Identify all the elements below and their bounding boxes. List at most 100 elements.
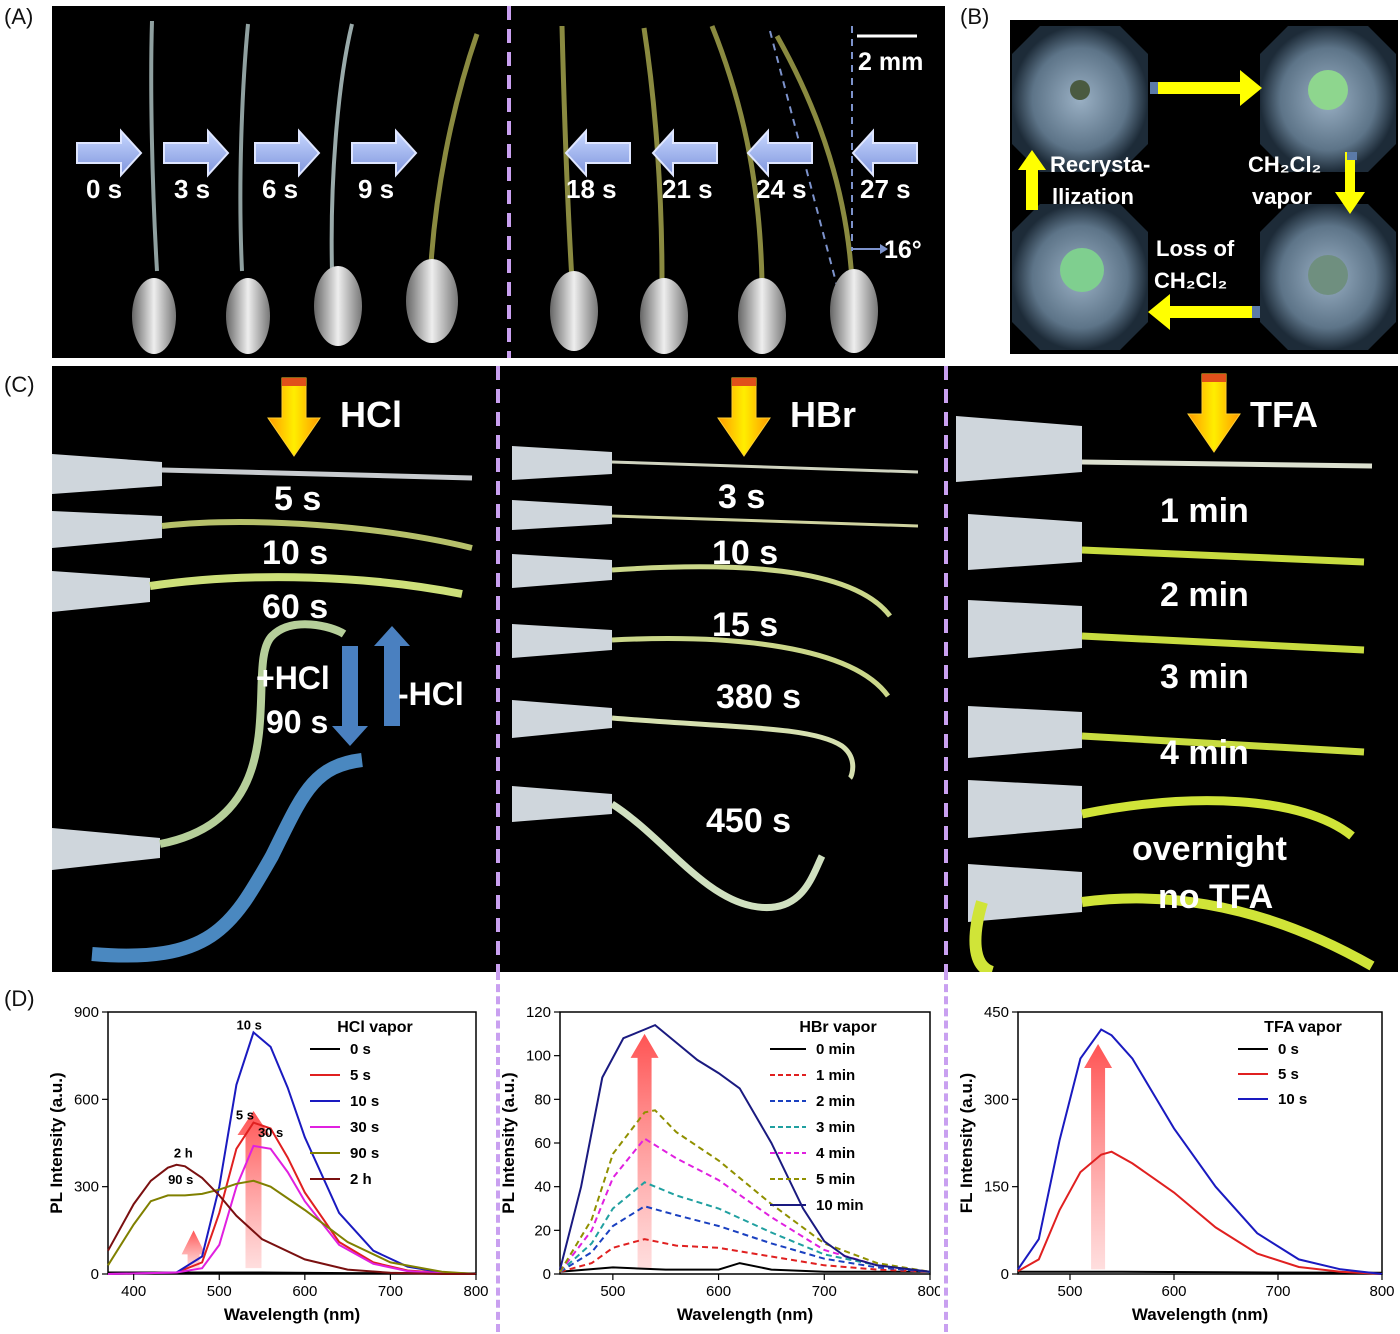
hbr-time-380s: 380 s	[716, 678, 802, 716]
time-label-27s: 27 s	[860, 174, 911, 204]
x-tick-label: 800	[917, 1283, 940, 1300]
trend-arrow	[630, 1033, 659, 1270]
x-tick-label: 600	[706, 1283, 731, 1300]
vapor-label-2: vapor	[1252, 184, 1312, 209]
y-tick-label: 20	[534, 1222, 551, 1239]
series-line-6	[559, 1023, 931, 1273]
series-line-1	[1017, 1150, 1383, 1275]
legend-label-5: 5 min	[816, 1171, 855, 1188]
tfa-fl-chart: 500 600 700 800 0 150 300 450 Wavelength (nm) FL …	[960, 1004, 1395, 1324]
x-axis-label: Wavelength (nm)	[1132, 1305, 1268, 1324]
y-tick-label: 0	[1001, 1266, 1009, 1283]
series-line-2	[559, 1205, 931, 1273]
tfa-title: TFA	[1250, 394, 1318, 435]
y-tick-label: 600	[74, 1091, 99, 1108]
legend-label-3: 30 s	[350, 1119, 379, 1136]
y-axis-label: PL Intensity (a.u.)	[47, 1072, 66, 1213]
series-line-5	[107, 1163, 476, 1275]
time-label-6s: 6 s	[262, 174, 299, 204]
panel-label-c: (C)	[4, 372, 35, 397]
x-tick-label: 700	[1265, 1283, 1290, 1300]
x-tick-label: 500	[1057, 1283, 1082, 1300]
time-label-21s: 21 s	[662, 174, 713, 204]
y-tick-label: 900	[74, 1004, 99, 1021]
legend-title: TFA vapor	[1264, 1019, 1342, 1036]
series-line-5	[559, 1109, 931, 1273]
hbr-time-450s: 450 s	[706, 802, 792, 840]
x-tick-label: 500	[600, 1283, 625, 1300]
legend-label-0: 0 min	[816, 1041, 855, 1058]
time-label-3s: 3 s	[174, 174, 211, 204]
x-axis-label: Wavelength (nm)	[677, 1305, 813, 1324]
y-tick-label: 60	[534, 1135, 551, 1152]
x-axis-label: Wavelength (nm)	[224, 1305, 360, 1324]
panel-a-photo: 0 s 3 s 6 s 9 s 18 s 21 s 24 s 27 s 2 mm…	[52, 6, 945, 358]
tfa-time-2min: 2 min	[1160, 576, 1249, 614]
plot-frame	[1017, 1011, 1383, 1275]
series-line-2	[107, 1030, 477, 1275]
tfa-time-1min: 1 min	[1160, 492, 1249, 530]
y-tick-label: 120	[526, 1004, 551, 1021]
hcl-time-60s: 60 s	[262, 588, 329, 626]
time-label-0s: 0 s	[86, 174, 123, 204]
peak-annotation: 5 s	[236, 1108, 254, 1123]
series-line-1	[559, 1238, 931, 1273]
x-tick-label: 400	[121, 1283, 146, 1300]
panel-label-d: (D)	[4, 986, 35, 1011]
hcl-time-10s: 10 s	[262, 534, 329, 572]
recrystallization-label-1: Recrysta-	[1050, 152, 1151, 177]
legend-label-6: 10 min	[816, 1197, 864, 1214]
legend-label-2: 10 s	[1278, 1091, 1307, 1108]
y-tick-label: 150	[984, 1179, 1009, 1196]
x-tick-label: 700	[812, 1283, 837, 1300]
x-tick-label: 800	[1369, 1283, 1394, 1300]
legend-label-1: 5 s	[350, 1067, 371, 1084]
time-label-24s: 24 s	[756, 174, 807, 204]
minus-hcl-label: -HCl	[398, 676, 464, 712]
y-tick-label: 0	[91, 1266, 99, 1283]
tfa-time-4min: 4 min	[1160, 734, 1249, 772]
tfa-time-3min: 3 min	[1160, 658, 1249, 696]
hbr-pl-chart: 500 600 700 800 0 20 40 60 80 100 120 Wavelength (n…	[500, 1004, 940, 1324]
legend-label-5: 2 h	[350, 1171, 372, 1188]
legend-label-1: 5 s	[1278, 1066, 1299, 1083]
time-label-9s: 9 s	[358, 174, 395, 204]
peak-annotation: 10 s	[237, 1017, 262, 1032]
tfa-overnight-label: overnight	[1132, 830, 1287, 868]
legend-label-2: 10 s	[350, 1093, 379, 1110]
vial-cycle-illustration	[1012, 26, 1396, 350]
y-axis-label: FL Intensity (a.u.)	[960, 1073, 976, 1213]
hcl-title: HCl	[340, 394, 402, 435]
legend-label-4: 90 s	[350, 1145, 379, 1162]
y-tick-label: 0	[543, 1266, 551, 1283]
x-tick-label: 500	[207, 1283, 232, 1300]
vapor-label-1: CH₂Cl₂	[1248, 152, 1322, 177]
peak-annotation: 2 h	[174, 1146, 193, 1161]
legend-label-4: 4 min	[816, 1145, 855, 1162]
divider-d-2	[944, 972, 948, 1332]
y-tick-label: 80	[534, 1091, 551, 1108]
panel-label-b: (B)	[960, 4, 990, 29]
time-label-18s: 18 s	[566, 174, 617, 204]
crystal-bending-illustration	[76, 6, 918, 358]
hcl-pl-chart: 400 500 600 700 800 0 300 600 900 Wavelength (nm)…	[47, 1004, 489, 1324]
panel-label-a: (A)	[4, 4, 34, 29]
divider-d-1	[496, 972, 500, 1332]
y-tick-label: 40	[534, 1179, 551, 1196]
loss-label-2: CH₂Cl₂	[1154, 268, 1228, 293]
series-line-4	[107, 1179, 477, 1275]
series-line-2	[1017, 1028, 1383, 1275]
x-tick-label: 600	[292, 1283, 317, 1300]
series-line-0	[559, 1262, 930, 1273]
hbr-time-10s: 10 s	[712, 534, 779, 572]
hbr-time-15s: 15 s	[712, 606, 779, 644]
x-tick-label: 600	[1161, 1283, 1186, 1300]
y-tick-label: 100	[526, 1048, 551, 1065]
scale-bar-label: 2 mm	[858, 48, 924, 76]
hbr-time-3s: 3 s	[718, 478, 766, 516]
y-tick-label: 300	[74, 1179, 99, 1196]
recrystallization-label-2: llization	[1052, 184, 1134, 209]
plot-frame	[107, 1011, 477, 1275]
y-tick-label: 450	[984, 1004, 1009, 1021]
x-tick-label: 700	[378, 1283, 403, 1300]
